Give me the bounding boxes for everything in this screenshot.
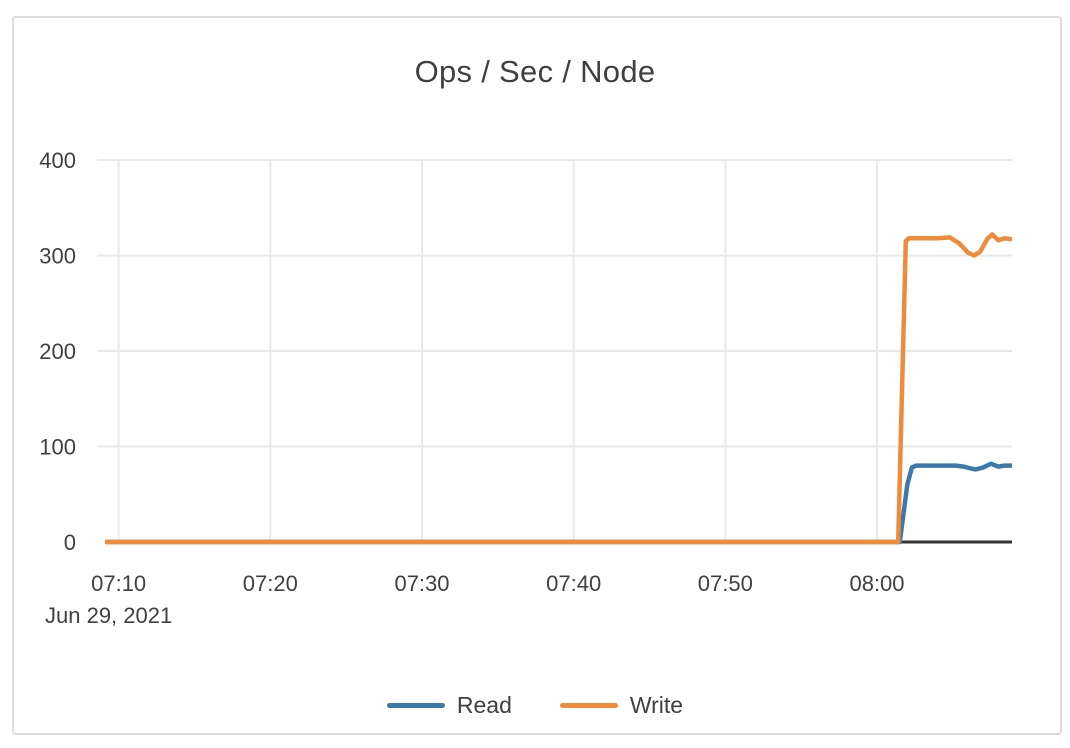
y-tick-label: 300 — [39, 244, 76, 269]
y-tick-label: 100 — [39, 435, 76, 460]
chart-legend: Read Write — [0, 692, 1070, 719]
legend-label-read: Read — [456, 692, 512, 718]
x-tick-label: 08:00 — [849, 571, 904, 596]
series-line-write — [105, 232, 1013, 545]
series-line-read — [105, 461, 1012, 545]
x-tick-label: 07:20 — [243, 571, 298, 596]
chart-card — [12, 16, 1062, 735]
x-tick-label: 07:10 — [91, 571, 146, 596]
y-tick-label: 200 — [39, 339, 76, 364]
legend-swatch-read-icon — [386, 703, 445, 708]
y-tick-label: 0 — [64, 530, 76, 555]
chart-title: Ops / Sec / Node — [414, 54, 656, 89]
legend-item-read[interactable]: Read — [386, 692, 512, 719]
y-tick-label: 400 — [39, 148, 76, 173]
x-tick-label: 07:30 — [394, 571, 449, 596]
legend-label-write: Write — [629, 692, 684, 718]
x-tick-label: 07:50 — [698, 571, 753, 596]
x-tick-label: 07:40 — [546, 571, 601, 596]
legend-item-write[interactable]: Write — [559, 692, 684, 719]
legend-swatch-write-icon — [559, 703, 618, 708]
x-axis-date-label: Jun 29, 2021 — [45, 603, 173, 628]
